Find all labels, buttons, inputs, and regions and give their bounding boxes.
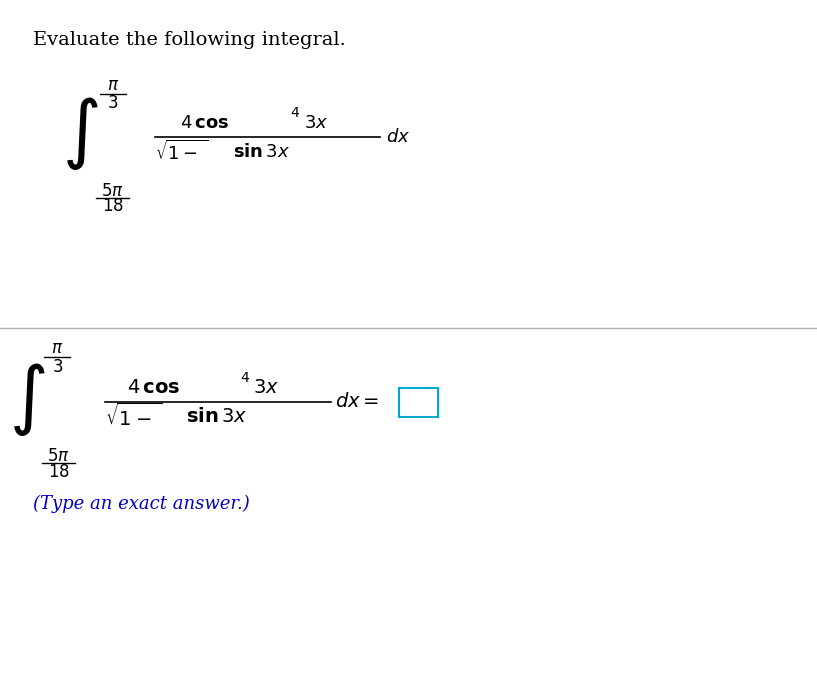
Text: $18$: $18$: [48, 464, 69, 481]
Text: $dx =$: $dx =$: [335, 392, 379, 411]
FancyBboxPatch shape: [0, 0, 817, 328]
Text: $\int$: $\int$: [62, 95, 98, 171]
Text: $\pi$: $\pi$: [51, 340, 63, 357]
FancyBboxPatch shape: [399, 388, 438, 417]
Text: $3$: $3$: [107, 96, 118, 112]
Text: $4\,\mathbf{cos}$: $4\,\mathbf{cos}$: [127, 379, 180, 397]
Text: $18$: $18$: [102, 199, 123, 215]
Text: $4$: $4$: [290, 106, 300, 120]
Text: $5\pi$: $5\pi$: [101, 183, 124, 199]
Text: $dx$: $dx$: [386, 128, 410, 145]
Text: $3x$: $3x$: [304, 114, 328, 132]
Text: $\sqrt{1-\,}$: $\sqrt{1-\,}$: [105, 403, 163, 430]
Text: $3x$: $3x$: [253, 379, 279, 397]
Text: $\mathbf{sin}\,3x$: $\mathbf{sin}\,3x$: [233, 143, 290, 161]
Text: $3$: $3$: [51, 359, 63, 376]
Text: $\pi$: $\pi$: [107, 77, 118, 94]
Text: $5\pi$: $5\pi$: [47, 448, 70, 464]
FancyBboxPatch shape: [0, 328, 817, 683]
Text: $4\,\mathbf{cos}$: $4\,\mathbf{cos}$: [180, 114, 229, 132]
Text: (Type an exact answer.): (Type an exact answer.): [33, 495, 249, 513]
Text: Evaluate the following integral.: Evaluate the following integral.: [33, 31, 346, 48]
Text: $\mathbf{sin}\,3x$: $\mathbf{sin}\,3x$: [186, 407, 248, 426]
Text: $\int$: $\int$: [9, 361, 45, 438]
Text: $\sqrt{1-\,}$: $\sqrt{1-\,}$: [155, 139, 208, 164]
Text: $4$: $4$: [240, 371, 250, 385]
